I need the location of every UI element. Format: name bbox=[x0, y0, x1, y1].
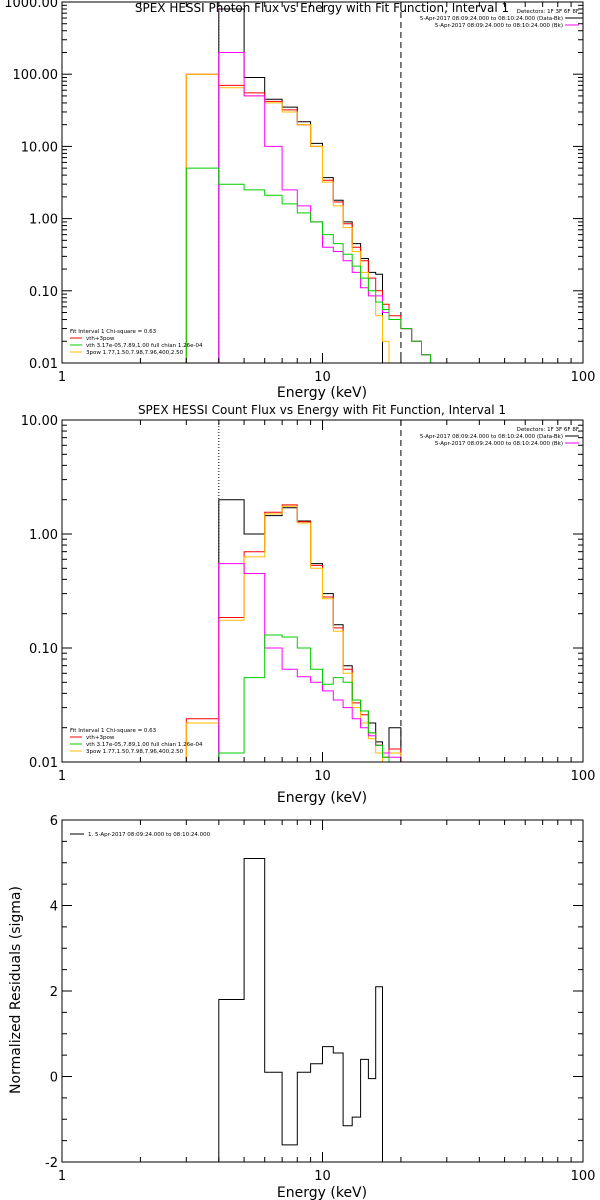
x-tick-label: 100 bbox=[571, 769, 596, 784]
legend: Detectors: 1F 3F 6F 8F5-Apr-2017 08:09:2… bbox=[420, 427, 579, 447]
x-tick-label: 1 bbox=[58, 769, 66, 784]
legend-entry: 5-Apr-2017 08:09:24.000 to 08:10:24.000 … bbox=[420, 434, 563, 440]
series-line bbox=[218, 8, 383, 363]
y-tick-label: 10.00 bbox=[21, 140, 58, 155]
legend-entry: vth+3pow bbox=[86, 735, 115, 741]
legend-entry: 5-Apr-2017 08:09:24.000 to 08:10:24.000 … bbox=[420, 16, 563, 22]
series-line bbox=[185, 73, 390, 363]
count-flux-panel: SPEX HESSI Count Flux vs Energy with Fit… bbox=[21, 403, 596, 806]
x-tick-label: 10 bbox=[314, 1169, 331, 1184]
x-tick-label: 10 bbox=[314, 370, 331, 385]
series-line bbox=[218, 499, 402, 762]
legend-title: Detectors: 1F 3F 6F 8F bbox=[517, 427, 579, 433]
legend-entry: vth+3pow bbox=[86, 336, 115, 342]
fit-legend: Fit Interval 1 Chi-square = 0.63vth+3pow… bbox=[70, 329, 203, 356]
x-tick-label: 1 bbox=[58, 1169, 66, 1184]
series-line bbox=[218, 858, 383, 1162]
y-tick-label: 2 bbox=[50, 985, 58, 1000]
series-line bbox=[218, 52, 440, 363]
y-tick-label: 6 bbox=[50, 814, 58, 829]
y-axis-label: Normalized Residuals (sigma) bbox=[8, 886, 24, 1094]
series-line bbox=[218, 634, 402, 762]
legend: 1. 5-Apr-2017 08:09:24.000 to 08:10:24.0… bbox=[70, 832, 211, 838]
y-tick-label: -2 bbox=[45, 1156, 58, 1171]
legend-entry: 3pow 1.77,1.50,7.98,7.96,400,2.50 bbox=[86, 749, 184, 755]
y-tick-label: 0.01 bbox=[29, 357, 58, 372]
legend-title: Fit Interval 1 Chi-square = 0.63 bbox=[70, 329, 157, 335]
plot-frame bbox=[61, 819, 584, 1163]
legend-title: Detectors: 1F 3F 6F 8F bbox=[517, 9, 579, 15]
legend-title: Fit Interval 1 Chi-square = 0.63 bbox=[70, 728, 157, 734]
y-tick-label: 1.00 bbox=[29, 213, 58, 228]
legend-entry: 1. 5-Apr-2017 08:09:24.000 to 08:10:24.0… bbox=[88, 832, 211, 838]
photon-flux-panel: SPEX HESSI Photon Flux vs Energy with Fi… bbox=[4, 0, 595, 401]
y-tick-label: 1000.00 bbox=[4, 0, 58, 11]
legend-entry: vth 3.17e-05,7.89,1.00 full chian 1.26e-… bbox=[86, 343, 203, 349]
chart-title: SPEX HESSI Count Flux vs Energy with Fit… bbox=[138, 403, 506, 417]
y-tick-label: 0 bbox=[50, 1071, 58, 1086]
series-line bbox=[185, 167, 440, 363]
series-line bbox=[218, 563, 402, 762]
legend-entry: 5-Apr-2017 08:09:24.000 to 08:10:24.000 … bbox=[435, 441, 563, 447]
legend-entry: vth 3.17e-05,7.89,1.00 full chian 1.26e-… bbox=[86, 742, 203, 748]
y-tick-label: 0.10 bbox=[29, 642, 58, 657]
x-tick-label: 100 bbox=[571, 370, 596, 385]
x-tick-label: 1 bbox=[58, 370, 66, 385]
x-axis-label: Energy (keV) bbox=[277, 385, 367, 401]
y-tick-label: 1.00 bbox=[29, 528, 58, 543]
fit-legend: Fit Interval 1 Chi-square = 0.63vth+3pow… bbox=[70, 728, 203, 755]
y-tick-label: 4 bbox=[50, 900, 58, 915]
y-tick-label: 0.01 bbox=[29, 756, 58, 771]
y-tick-label: 100.00 bbox=[13, 68, 59, 83]
residuals-panel: Energy (keV) Normalized Residuals (sigma… bbox=[8, 814, 595, 1200]
legend: Detectors: 1F 3F 6F 8F5-Apr-2017 08:09:2… bbox=[420, 9, 579, 29]
y-tick-label: 0.10 bbox=[29, 285, 58, 300]
series-line bbox=[185, 505, 402, 762]
legend-entry: 5-Apr-2017 08:09:24.000 to 08:10:24.000 … bbox=[435, 23, 563, 29]
x-axis-label: Energy (keV) bbox=[277, 790, 367, 806]
y-tick-label: 10.00 bbox=[21, 414, 58, 429]
legend-entry: 3pow 1.77,1.50,7.98,7.96,400,2.50 bbox=[86, 350, 184, 356]
x-tick-label: 100 bbox=[571, 1169, 596, 1184]
x-axis-label: Energy (keV) bbox=[277, 1185, 367, 1200]
x-tick-label: 10 bbox=[314, 769, 331, 784]
